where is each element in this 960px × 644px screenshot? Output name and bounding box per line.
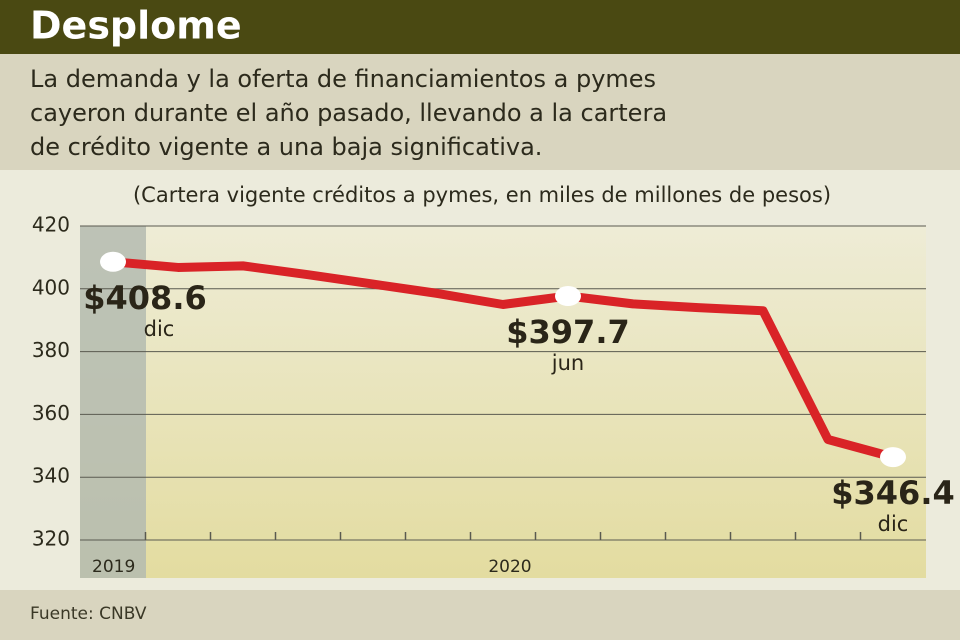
subtitle: La demanda y la oferta de financiamiento… [30, 65, 667, 161]
period-label: 2019 [92, 557, 135, 577]
y-tick-label: 420 [32, 213, 70, 237]
value-label: $346.4 [831, 474, 954, 512]
y-tick-label: 360 [32, 401, 70, 425]
line [108, 257, 898, 462]
plot-area [80, 226, 926, 578]
subtitle-line: de crédito vigente a una baja significat… [30, 133, 542, 161]
point-marker [555, 286, 581, 307]
chart-title: Desplome [30, 4, 242, 48]
point-note: jun [551, 351, 584, 375]
subtitle-panel [0, 54, 960, 170]
y-tick-label: 320 [32, 527, 70, 551]
value-label: $397.7 [506, 313, 629, 351]
y-tick-label: 340 [32, 464, 70, 488]
period-label: 2020 [488, 557, 531, 577]
source: Fuente: CNBV [30, 604, 147, 624]
point-note: dic [878, 512, 909, 536]
axis-title: (Cartera vigente créditos a pymes, en mi… [133, 183, 831, 207]
footer-panel [0, 590, 960, 640]
point-note: dic [144, 317, 175, 341]
point-marker [880, 447, 906, 468]
header-bar [0, 0, 960, 54]
point-marker [100, 251, 126, 272]
y-tick-label: 380 [32, 338, 70, 362]
y-tick-label: 400 [32, 275, 70, 299]
period-band [80, 226, 146, 578]
subtitle-line: cayeron durante el año pasado, llevando … [30, 99, 667, 127]
subtitle-line: La demanda y la oferta de financiamiento… [30, 65, 656, 93]
value-label: $408.6 [83, 279, 206, 317]
